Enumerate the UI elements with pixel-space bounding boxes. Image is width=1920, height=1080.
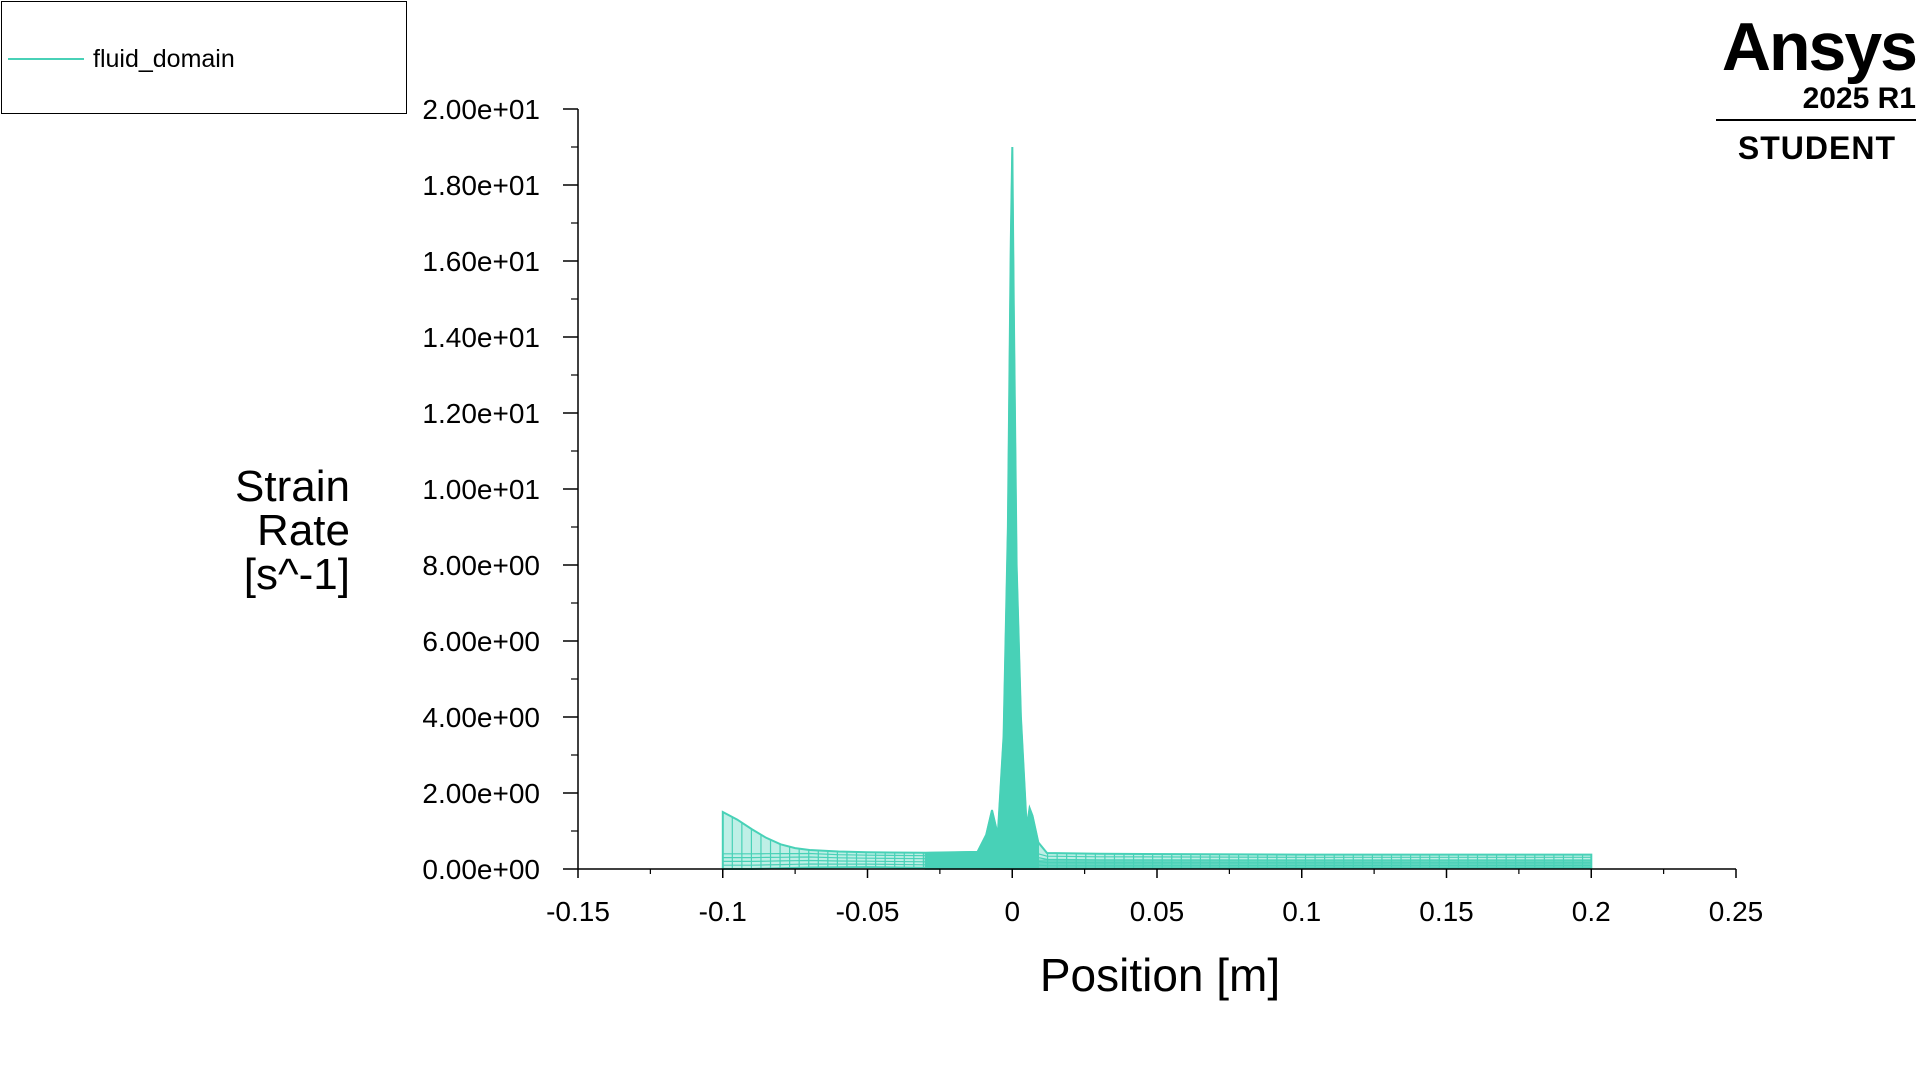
y-tick-label: 1.40e+01 [422, 322, 540, 353]
legend-swatch [8, 58, 84, 60]
legend-label: fluid_domain [93, 45, 235, 73]
x-tick-label: 0.15 [1419, 896, 1474, 927]
series-band [977, 859, 1592, 869]
y-axis-label: Strain Rate [s^-1] [200, 465, 350, 597]
logo-version: 2025 R1 [1802, 82, 1916, 115]
logo-divider [1716, 119, 1916, 121]
series-spike [924, 146, 1040, 870]
x-tick-label: -0.05 [836, 896, 900, 927]
y-tick-label: 2.00e+01 [422, 94, 540, 125]
y-tick-label: 1.20e+01 [422, 398, 540, 429]
x-tick-label: -0.1 [699, 896, 747, 927]
series-envelope [721, 146, 1593, 871]
x-tick-label: 0.05 [1130, 896, 1185, 927]
x-tick-label: -0.15 [546, 896, 610, 927]
x-axis-label: Position [m] [1039, 949, 1281, 1001]
chart-axes: -0.15 -0.1 -0.05 0 0.05 0.1 0.15 0.2 0.25 0.00e+0… [422, 94, 1763, 927]
series-fluid-domain [721, 146, 1593, 871]
y-axis-label-line-3: [s^-1] [243, 550, 350, 599]
y-tick-label: 6.00e+00 [422, 626, 540, 657]
y-tick-label: 2.00e+00 [422, 778, 540, 809]
x-tick-label: 0 [1004, 896, 1020, 927]
y-tick-label: 1.00e+01 [422, 474, 540, 505]
logo-edition: STUDENT [1737, 130, 1896, 166]
y-tick-label: 1.80e+01 [422, 170, 540, 201]
logo-brand: Ansys [1721, 9, 1918, 85]
y-tick-label: 1.60e+01 [422, 246, 540, 277]
y-tick-label: 8.00e+00 [422, 550, 540, 581]
x-tick-label: 0.1 [1282, 896, 1321, 927]
ansys-logo: Ansys 2025 R1 STUDENT [1710, 8, 1920, 178]
y-tick-label: 0.00e+00 [422, 854, 540, 885]
y-tick-label: 4.00e+00 [422, 702, 540, 733]
y-axis-label-line-2: Rate [257, 506, 350, 555]
x-tick-label: 0.2 [1572, 896, 1611, 927]
y-axis-label-line-1: Strain [235, 462, 350, 511]
legend-box: fluid_domain [1, 1, 407, 114]
x-tick-label: 0.25 [1709, 896, 1764, 927]
